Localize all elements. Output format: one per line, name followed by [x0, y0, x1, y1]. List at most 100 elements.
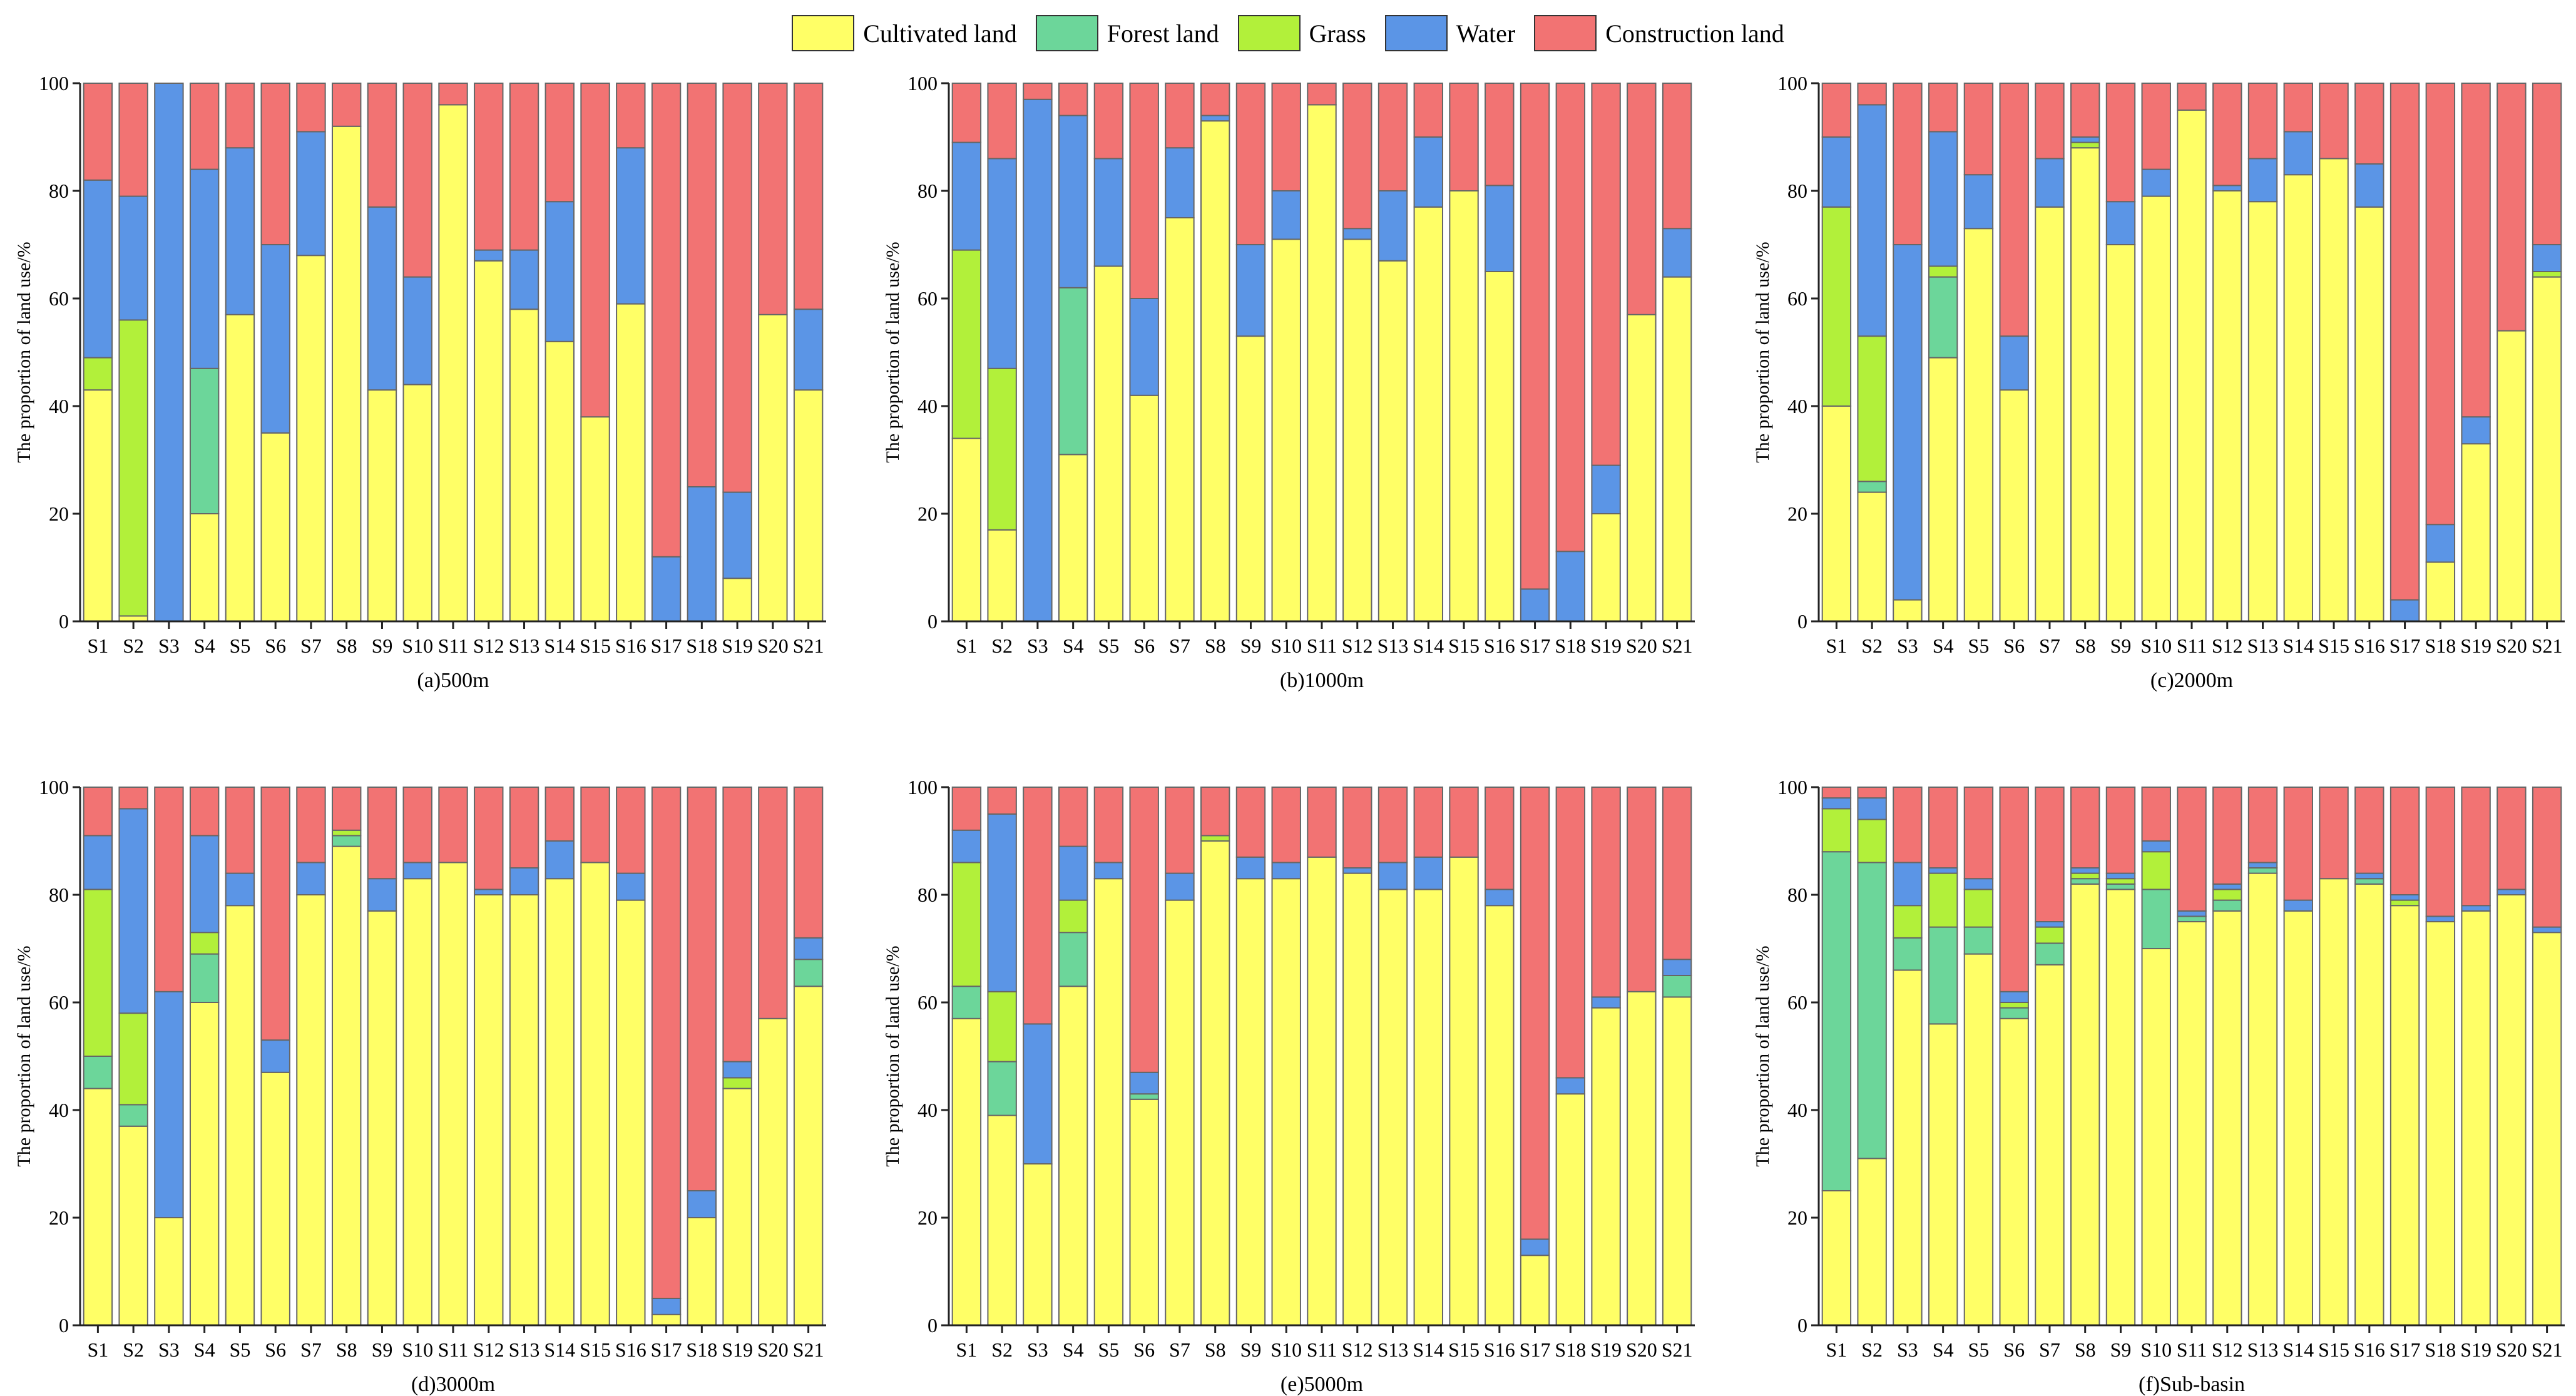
bar-segment — [793, 308, 824, 391]
legend-item-cultivated-land: Cultivated land — [792, 15, 1017, 51]
bar-segment — [1200, 115, 1230, 122]
bar-segment — [83, 787, 113, 837]
x-tick-label: S16 — [615, 1338, 647, 1361]
y-tick-label: 80 — [1787, 884, 1807, 906]
bar-segment — [260, 244, 290, 434]
x-tick-label: S4 — [1063, 1338, 1084, 1361]
bar-segment — [1377, 83, 1408, 191]
bar-segment — [987, 787, 1017, 815]
x-tick-label: S3 — [1027, 634, 1048, 657]
bar-segment — [2177, 83, 2207, 111]
bar-segment — [1200, 83, 1230, 116]
x-tick-label: S6 — [2003, 1338, 2025, 1361]
bar-segment — [1857, 862, 1887, 1159]
bar-segment — [2141, 195, 2171, 623]
bar-segment — [2141, 948, 2171, 1326]
bar-segment — [1058, 845, 1088, 901]
y-tick-label: 0 — [59, 1314, 69, 1337]
bar-segment — [474, 894, 504, 1326]
x-tick-label: S5 — [1968, 634, 1990, 657]
bar-segment — [2461, 83, 2491, 418]
bar-segment — [1413, 83, 1443, 138]
bar-segment — [1377, 862, 1408, 890]
bar-segment — [1963, 787, 1994, 880]
bar-segment — [2035, 787, 2065, 922]
bar-segment — [1235, 787, 1266, 858]
bar-segment — [1520, 1255, 1550, 1326]
bar-segment — [1449, 190, 1479, 622]
bar-segment — [1928, 265, 1958, 278]
x-tick-label: S10 — [2140, 634, 2172, 657]
bar-segment — [1928, 83, 1958, 133]
bar-segment — [722, 578, 752, 623]
bar-segment — [1023, 98, 1053, 623]
x-tick-label: S14 — [1413, 1338, 1444, 1361]
bar-segment — [2070, 872, 2100, 880]
y-tick-label: 40 — [1787, 1099, 1807, 1121]
bar-segment — [544, 83, 575, 203]
x-tick-label: S13 — [509, 1338, 540, 1361]
bar-segment — [1342, 867, 1372, 874]
bar-segment — [1449, 856, 1479, 1327]
x-tick-label: S7 — [1169, 634, 1190, 657]
bar-segment — [2105, 787, 2136, 874]
bar-segment — [402, 862, 432, 880]
bar-segment — [1591, 464, 1621, 514]
bar-segment — [1129, 298, 1159, 396]
bar-segment — [2212, 883, 2242, 890]
bar-segment — [332, 787, 362, 831]
legend-swatch-construction-land — [1534, 15, 1597, 51]
bar-segment — [793, 787, 824, 939]
bar-segment — [951, 141, 982, 251]
bar-segment — [2497, 787, 2527, 890]
legend-swatch-water — [1384, 15, 1448, 51]
x-tick-label: S5 — [230, 634, 251, 657]
bar-segment — [951, 787, 982, 831]
bar-segment — [758, 313, 788, 622]
x-tick-label: S19 — [2460, 634, 2492, 657]
x-tick-label: S7 — [300, 634, 322, 657]
bar-segment — [474, 83, 504, 251]
bar-segment — [544, 201, 575, 342]
bar-segment — [1235, 335, 1266, 622]
bar-segment — [987, 158, 1017, 369]
bar-segment — [2389, 905, 2420, 1326]
bar-segment — [2177, 910, 2207, 917]
bar-segment — [1999, 389, 2029, 622]
bar-segment — [987, 529, 1017, 622]
x-tick-label: S15 — [580, 1338, 611, 1361]
bar-segment — [1485, 889, 1515, 907]
bar-segment — [1093, 83, 1124, 160]
legend-swatch-cultivated-land — [792, 15, 855, 51]
bar-segment — [1963, 926, 1994, 955]
bar-segment — [1200, 120, 1230, 622]
bar-segment — [1928, 357, 1958, 622]
bar-segment — [1129, 1071, 1159, 1095]
bar-segment — [1662, 959, 1692, 976]
x-tick-label: S14 — [1413, 634, 1444, 657]
bar-segment — [1520, 588, 1550, 623]
bar-segment — [1307, 856, 1337, 1327]
bar-segment — [296, 787, 326, 864]
x-tick-label: S13 — [2247, 634, 2279, 657]
x-tick-label: S9 — [2110, 1338, 2132, 1361]
bar-segment — [1165, 83, 1195, 149]
y-axis-title: The proportion of land use/% — [1752, 945, 1773, 1166]
bar-segment — [1928, 131, 1958, 267]
bar-segment — [118, 83, 148, 197]
x-tick-label: S6 — [265, 1338, 286, 1361]
x-tick-label: S17 — [1520, 1338, 1551, 1361]
x-tick-label: S5 — [1968, 1338, 1990, 1361]
bar-segment — [2141, 840, 2171, 853]
bar-segment — [2354, 883, 2384, 1327]
bar-segment — [1093, 878, 1124, 1326]
bar-segment — [332, 83, 362, 127]
bar-segment — [1555, 83, 1586, 553]
legend-item-forest-land: Forest land — [1035, 15, 1219, 51]
y-tick-label: 20 — [49, 502, 69, 525]
bar-segment — [2070, 136, 2100, 143]
bar-segment — [987, 83, 1017, 160]
bar-segment — [722, 1077, 752, 1089]
bar-segment — [189, 835, 220, 934]
bar-segment — [225, 147, 255, 315]
